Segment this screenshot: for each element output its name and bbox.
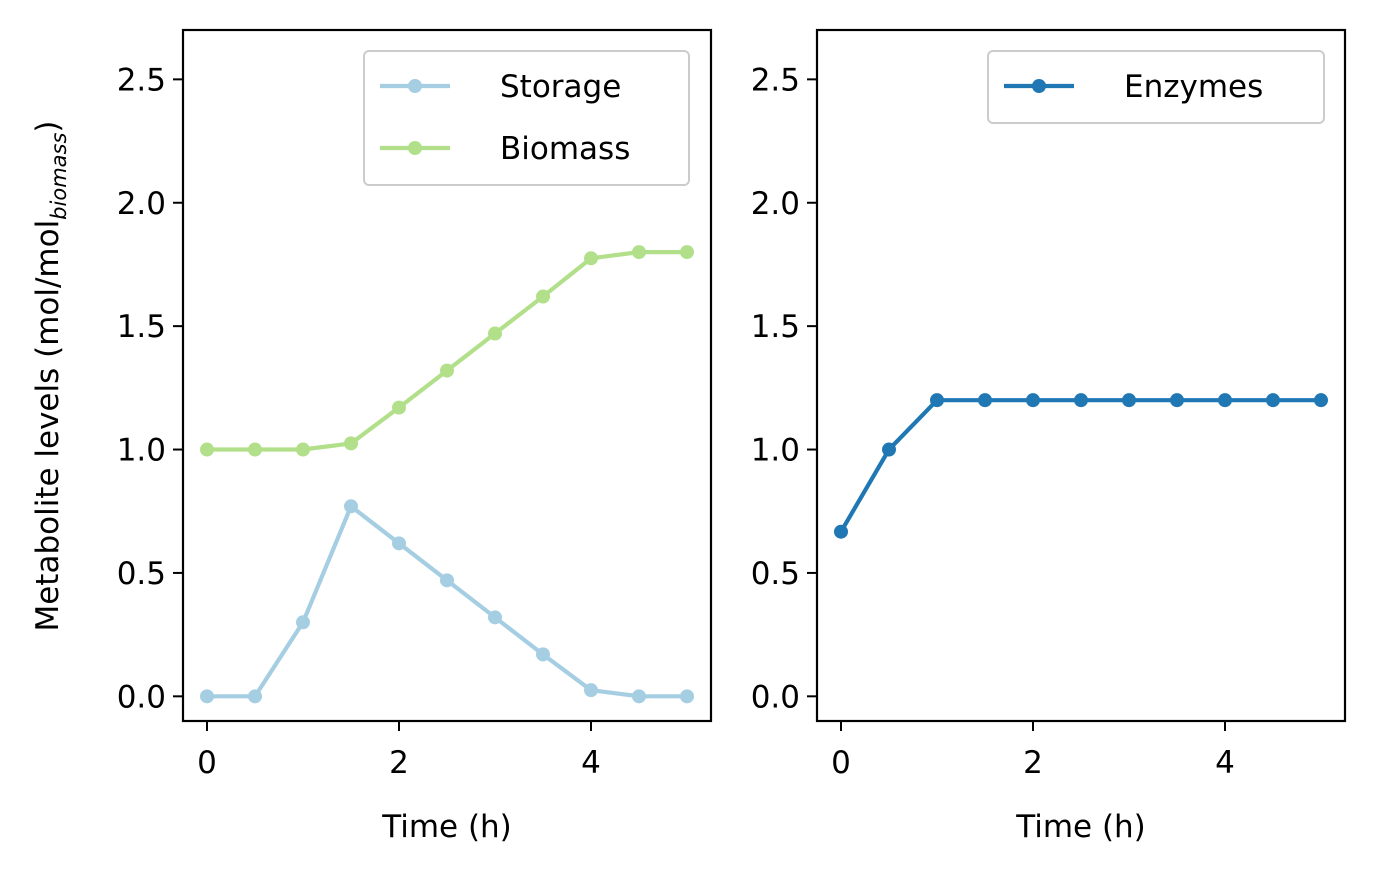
data-point-storage <box>248 689 262 704</box>
legend-label-biomass: Biomass <box>500 131 630 167</box>
x-tick-label: 0 <box>197 745 217 781</box>
data-point-enzymes <box>834 524 848 539</box>
data-point-biomass <box>248 442 262 457</box>
y-tick-label: 0.0 <box>751 679 800 715</box>
y-axis-label-subscript: biomass <box>47 133 71 220</box>
data-point-biomass <box>488 326 502 341</box>
x-axis-label: Time (h) <box>1015 809 1146 845</box>
data-point-biomass <box>200 442 214 457</box>
x-tick-label: 2 <box>389 745 409 781</box>
legend-swatch-marker <box>408 141 422 155</box>
data-point-biomass <box>344 436 358 451</box>
x-tick-label: 2 <box>1023 745 1043 781</box>
data-point-enzymes <box>1026 393 1040 408</box>
data-point-storage <box>296 615 310 630</box>
series-line-storage <box>207 504 687 699</box>
data-point-biomass <box>296 442 310 457</box>
data-point-storage <box>200 689 214 704</box>
data-point-storage <box>488 610 502 625</box>
data-point-enzymes <box>1314 393 1328 408</box>
data-point-storage <box>536 647 550 662</box>
legend-box <box>987 50 1325 124</box>
data-point-biomass <box>440 363 454 378</box>
y-tick-label: 2.0 <box>751 186 800 222</box>
axes-frame <box>181 28 713 723</box>
y-tick-label: 2.0 <box>117 186 166 222</box>
data-point-storage <box>440 573 454 588</box>
y-tick-label: 1.5 <box>751 309 800 345</box>
legend-swatch-marker <box>408 79 422 93</box>
y-tick-label: 0.0 <box>117 679 166 715</box>
data-point-storage <box>584 683 598 698</box>
x-tick-label: 0 <box>831 745 851 781</box>
series-line-biomass <box>207 250 687 452</box>
data-point-enzymes <box>1122 393 1136 408</box>
x-tick-label: 4 <box>581 745 601 781</box>
legend-label-storage: Storage <box>500 69 621 105</box>
x-axis-label: Time (h) <box>381 809 512 845</box>
x-tick-label: 4 <box>1215 745 1235 781</box>
legend-label-enzymes: Enzymes <box>1124 69 1263 105</box>
data-point-storage <box>632 689 646 704</box>
left-panel: 0.0 0.5 1.0 1.5 2.0 2.5 0 2 4 Time (h) Storage Biom… <box>117 28 713 845</box>
data-point-enzymes <box>1218 393 1232 408</box>
y-tick-label: 1.0 <box>751 433 800 469</box>
y-tick-label: 1.5 <box>117 309 166 345</box>
y-tick-label: 0.5 <box>751 556 800 592</box>
legend-swatch-marker <box>1032 79 1046 93</box>
y-axis-label: Metabolite levels (mol/molbiomass) <box>30 120 71 631</box>
data-point-biomass <box>536 289 550 304</box>
y-axis-label-close: ) <box>30 120 66 132</box>
data-point-enzymes <box>1266 393 1280 408</box>
axes-frame <box>815 28 1347 723</box>
data-point-enzymes <box>1074 393 1088 408</box>
y-tick-label: 2.5 <box>751 62 800 98</box>
y-axis-label-main: Metabolite levels (mol/mol <box>30 220 66 632</box>
data-point-enzymes <box>1170 393 1184 408</box>
data-point-storage <box>680 689 694 704</box>
data-point-biomass <box>680 245 694 260</box>
data-point-enzymes <box>882 442 896 457</box>
data-point-storage <box>392 536 406 551</box>
data-point-enzymes <box>978 393 992 408</box>
data-point-biomass <box>584 251 598 266</box>
series-line-enzymes <box>839 398 1321 533</box>
data-point-biomass <box>392 400 406 415</box>
y-tick-label: 1.0 <box>117 433 166 469</box>
data-point-biomass <box>632 245 646 260</box>
data-point-storage <box>344 499 358 514</box>
y-tick-label: 2.5 <box>117 62 166 98</box>
right-panel: 0.0 0.5 1.0 1.5 2.0 2.5 0 2 4 Time (h) Enzymes <box>751 28 1347 845</box>
y-tick-label: 0.5 <box>117 556 166 592</box>
data-point-enzymes <box>930 393 944 408</box>
